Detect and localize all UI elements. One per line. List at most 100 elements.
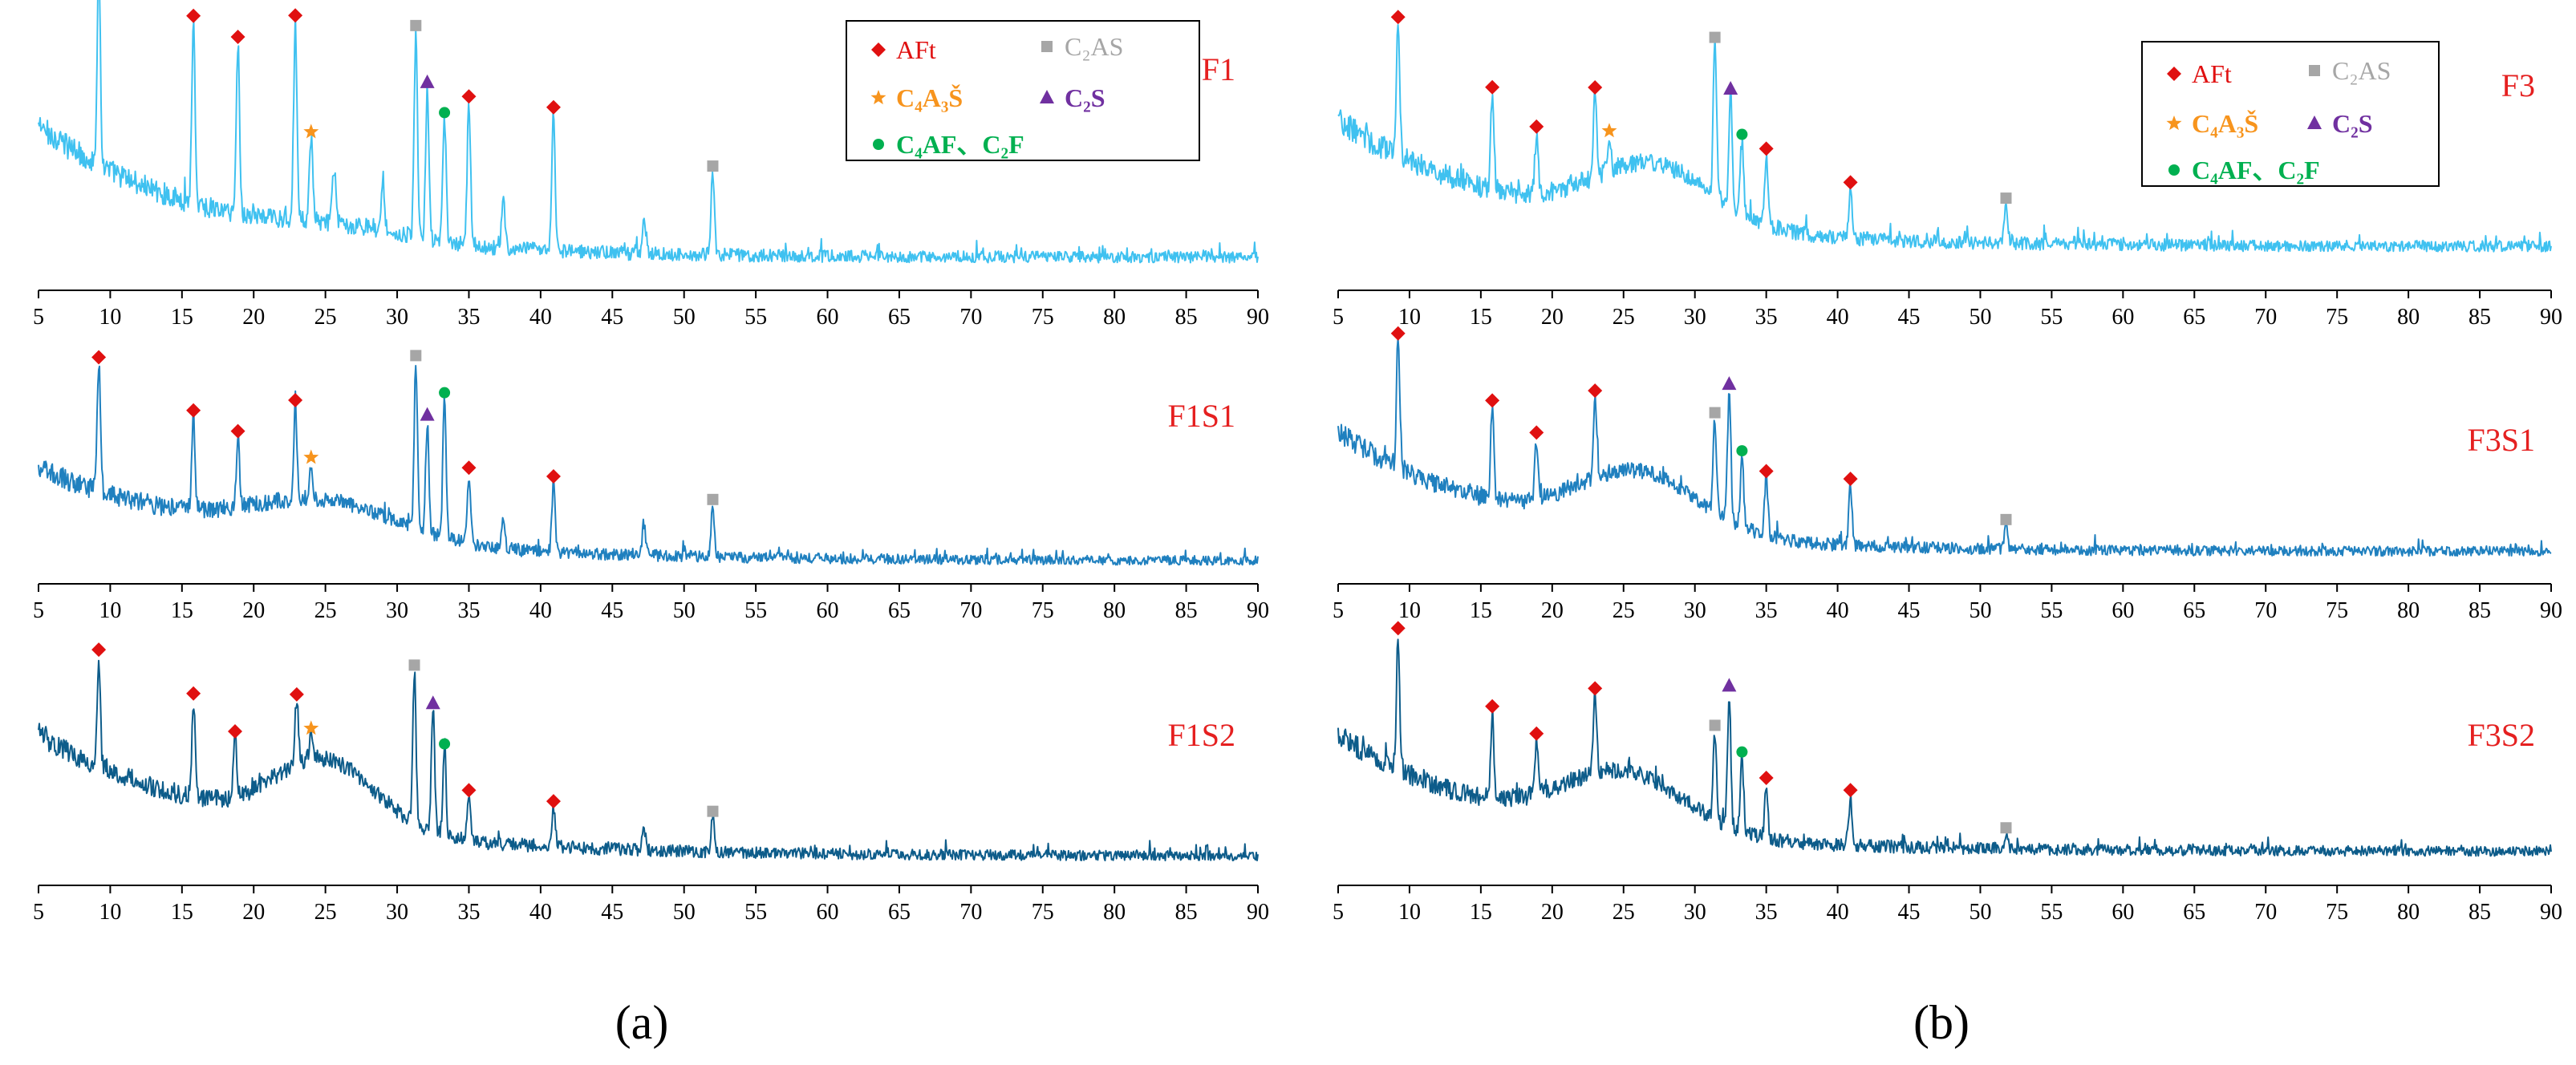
x-tick-label: 30 — [1684, 598, 1706, 623]
x-tick-label: 20 — [242, 598, 265, 623]
xrd-trace — [1337, 338, 2552, 557]
x-tick-label: 90 — [1247, 598, 1269, 623]
peak-marker-c2as — [1709, 719, 1721, 731]
legend-label-c4af-c2f: C₄AF、C₂F — [2192, 156, 2320, 184]
peak-marker-aft — [91, 642, 107, 658]
peak-marker-aft — [1529, 726, 1544, 741]
x-tick-label: 60 — [817, 598, 839, 623]
x-tick-label: 60 — [817, 900, 839, 925]
legend-label-aft: AFt — [2192, 59, 2232, 88]
x-tick-label: 90 — [2540, 598, 2562, 623]
xrd-trace — [38, 0, 1259, 264]
x-tick-label: 65 — [888, 305, 911, 330]
xrd-chart-f3s2: 5 10 15 20 25 30 35 40 45 50 55 60 65 70 75 80 85 90 F3S2 — [1333, 621, 2562, 925]
x-tick-label: 45 — [1898, 598, 1921, 623]
peak-marker-c2s — [1722, 376, 1737, 391]
x-tick-label: 75 — [2326, 598, 2348, 623]
x-tick-label: 70 — [2254, 900, 2277, 925]
legend-marker-c2as — [2309, 65, 2320, 76]
peak-marker-aft — [288, 392, 303, 407]
legend-label-c2s: C₂S — [1065, 83, 1105, 112]
legend-marker-c2s — [1040, 90, 1054, 103]
peak-marker-c2as — [707, 805, 719, 817]
peak-marker-aft — [1759, 141, 1774, 156]
x-tick-label: 85 — [1175, 598, 1198, 623]
x-tick-label: 60 — [2112, 598, 2134, 623]
peak-marker-aft — [546, 99, 561, 115]
x-tick-label: 25 — [314, 598, 337, 623]
x-tick-label: 80 — [2397, 900, 2420, 925]
x-tick-label: 75 — [2326, 900, 2348, 925]
peak-marker-aft — [288, 8, 303, 23]
x-tick-label: 40 — [529, 900, 552, 925]
peak-marker-c2s — [1723, 81, 1738, 95]
x-tick-label: 70 — [959, 900, 982, 925]
peak-marker-c4a3s — [303, 449, 319, 464]
x-tick-label: 85 — [2468, 900, 2491, 925]
x-tick-label: 5 — [33, 305, 44, 330]
x-tick-label: 70 — [2254, 598, 2277, 623]
legend-label-c2as: C₂AS — [1065, 32, 1123, 61]
peak-marker-aft — [1390, 621, 1406, 636]
panel-labels: (a) (b) — [615, 996, 1970, 1049]
x-tick-label: 75 — [1032, 305, 1054, 330]
sample-label: F3S1 — [2468, 422, 2536, 458]
peak-marker-aft — [1588, 383, 1603, 399]
x-tick-label: 55 — [744, 598, 767, 623]
x-tick-label: 50 — [673, 900, 696, 925]
peak-marker-c4a3s — [303, 720, 319, 735]
x-tick-label: 90 — [2540, 900, 2562, 925]
x-tick-label: 80 — [1103, 900, 1126, 925]
peak-marker-aft — [546, 794, 561, 809]
peak-marker-c2as — [707, 493, 719, 505]
legend-marker-c4af-c2f — [2168, 164, 2180, 176]
x-tick-label: 45 — [1898, 305, 1921, 330]
x-tick-label: 15 — [171, 900, 193, 925]
x-tick-label: 20 — [242, 900, 265, 925]
peak-marker-c4af-c2f — [439, 387, 451, 399]
xrd-trace — [1337, 638, 2552, 857]
xrd-trace — [38, 365, 1259, 566]
peak-marker-aft — [1390, 326, 1406, 341]
peak-marker-aft — [461, 460, 477, 476]
x-tick-label: 25 — [314, 305, 337, 330]
peak-marker-aft — [1759, 771, 1774, 786]
xrd-chart-f1s2: 5 10 15 20 25 30 35 40 45 50 55 60 65 70 75 80 85 90 F1S2 — [33, 642, 1269, 925]
x-tick-label: 60 — [2112, 900, 2134, 925]
sample-label: F3S2 — [2468, 717, 2536, 753]
peak-marker-aft — [1843, 175, 1858, 190]
x-tick-label: 40 — [1827, 305, 1849, 330]
peak-marker-c4af-c2f — [1736, 746, 1748, 758]
x-tick-label: 30 — [386, 305, 408, 330]
x-tick-label: 10 — [99, 900, 121, 925]
peak-marker-aft — [186, 403, 201, 418]
peak-marker-aft — [289, 686, 304, 702]
peak-marker-c2as — [2000, 822, 2012, 834]
peak-marker-aft — [1529, 425, 1544, 440]
x-tick-label: 50 — [1969, 598, 1991, 623]
x-tick-label: 70 — [2254, 305, 2277, 330]
x-tick-label: 75 — [2326, 305, 2348, 330]
x-tick-label: 20 — [242, 305, 265, 330]
legend-marker-c2as — [1041, 41, 1053, 52]
peak-marker-c2as — [410, 19, 422, 31]
peak-marker-c2as — [2000, 192, 2012, 204]
x-tick-label: 35 — [457, 598, 480, 623]
x-tick-label: 40 — [1827, 598, 1849, 623]
x-tick-label: 55 — [2040, 900, 2063, 925]
legend-label-c2s: C₂S — [2332, 109, 2373, 138]
xrd-chart-f1: 5 10 15 20 25 30 35 40 45 50 55 60 65 70 75 80 85 90 F1 — [33, 0, 1269, 330]
x-tick-label: 55 — [744, 305, 767, 330]
peak-marker-aft — [186, 686, 201, 701]
x-tick-label: 45 — [601, 900, 623, 925]
x-tick-label: 15 — [1470, 305, 1492, 330]
xrd-chart-f1s1: 5 10 15 20 25 30 35 40 45 50 55 60 65 70 75 80 85 90 F1S1 — [33, 350, 1269, 623]
legend-panel-a: AFt C₂AS C₄A₃Š C₂S C₄AF、C₂F — [846, 20, 1200, 161]
peak-marker-aft — [230, 423, 245, 439]
peak-marker-c2as — [1709, 407, 1721, 419]
legend-box — [846, 20, 1200, 161]
x-tick-label: 85 — [2468, 305, 2491, 330]
legend-label-c2as: C₂AS — [2332, 56, 2391, 85]
x-tick-label: 5 — [33, 900, 44, 925]
